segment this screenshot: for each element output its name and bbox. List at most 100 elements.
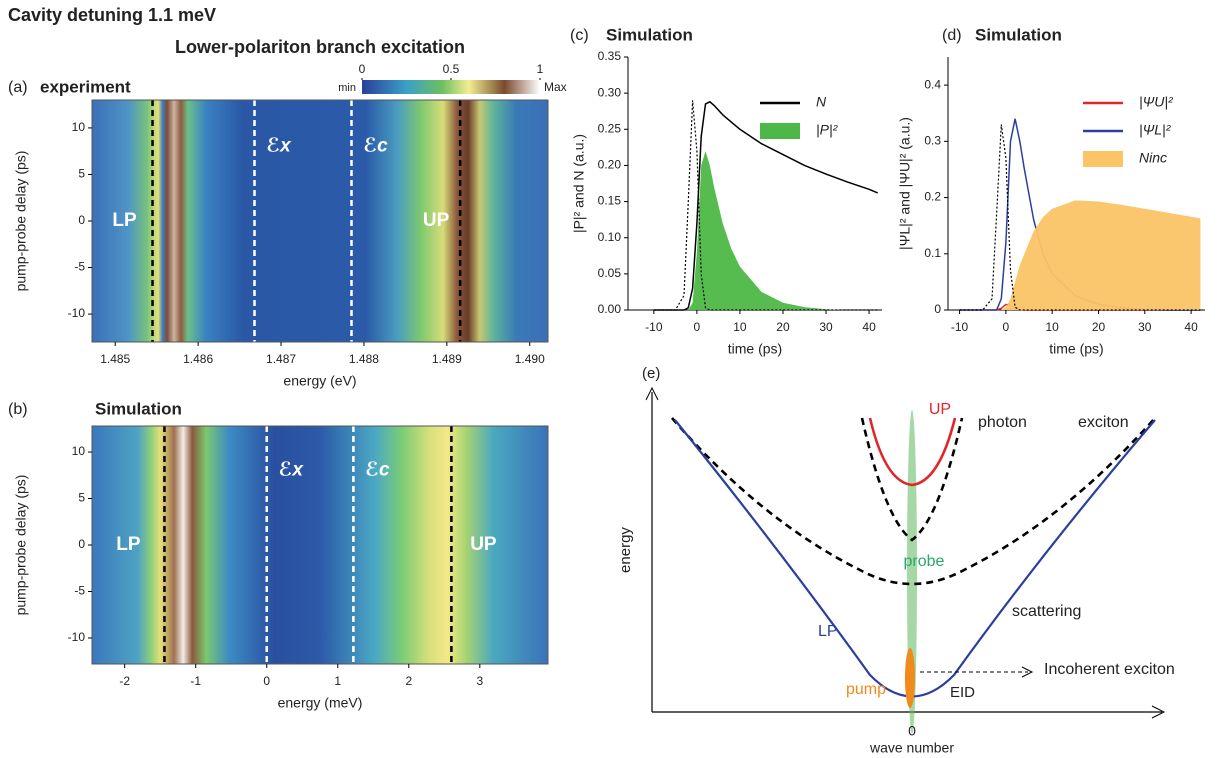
marker-label: LP <box>112 210 137 231</box>
panel-title: Simulation <box>606 25 693 44</box>
y-axis-label: pump-probe delay (ps) <box>13 475 29 616</box>
heatmap-image <box>92 426 548 664</box>
line <box>653 100 878 311</box>
panel-label: (d) <box>942 27 962 44</box>
y-tick-label: 0.1 <box>924 246 941 260</box>
colorbar-min: min <box>338 82 356 94</box>
heatmap-image <box>92 100 548 342</box>
y-tick-label: 0.00 <box>598 302 622 316</box>
panel-label: (b) <box>8 401 28 418</box>
area <box>959 200 1201 310</box>
line <box>959 124 1201 311</box>
x-tick-label: 1.487 <box>266 352 296 366</box>
y-tick-label: 10 <box>72 120 86 134</box>
legend-label: |ΨU|² <box>1139 94 1174 110</box>
marker-label: LP <box>116 534 141 555</box>
x-tick-label: -10 <box>645 320 663 334</box>
y-tick-label: 0.15 <box>598 194 622 208</box>
x-tick-label: 40 <box>1184 320 1198 334</box>
y-tick-label: 0 <box>78 537 85 551</box>
y-axis-label: |ΨL|² and |ΨU|² (a.u.) <box>897 117 913 250</box>
x-tick-label: 1.489 <box>432 352 462 366</box>
legend-label: |P|² <box>816 122 839 138</box>
y-tick-label: 0.4 <box>924 77 941 91</box>
colorbar-tick-label: 0.5 <box>443 62 460 76</box>
x-tick-label: 10 <box>1046 320 1060 334</box>
marker-label: UP <box>470 534 497 555</box>
panel-title: Simulation <box>95 399 182 418</box>
photon-label: photon <box>978 414 1027 431</box>
colorbar-max: Max <box>544 80 567 94</box>
legend-label: Ninc <box>1139 150 1167 166</box>
x-tick-label: 30 <box>819 320 833 334</box>
incoherent-label: Incoherent exciton <box>1044 661 1175 678</box>
exciton-dispersion <box>671 417 1156 586</box>
y-tick-label: 0.30 <box>598 85 622 99</box>
x-tick-label: 1.488 <box>349 352 379 366</box>
arrow-head <box>1021 666 1034 678</box>
x-tick-label: -2 <box>119 674 130 688</box>
y-tick-label: 0.25 <box>598 121 622 135</box>
x-tick-label: 2 <box>405 674 412 688</box>
x-tick-label: 20 <box>776 320 790 334</box>
marker-label: ℰx <box>266 136 292 157</box>
area <box>653 151 878 310</box>
x-tick-label: 1.485 <box>100 352 130 366</box>
diagram: (e) energy wave number 0 UP photon excit… <box>617 365 1175 756</box>
eid-label: EID <box>950 684 975 701</box>
y-axis-label: |P|² and N (a.u.) <box>571 134 587 233</box>
axis-label: wave number <box>869 740 954 756</box>
colorbar-tick-label: 1 <box>537 62 544 76</box>
up-label: UP <box>929 401 951 418</box>
y-tick-label: 5 <box>78 167 85 181</box>
y-tick-label: 0.10 <box>598 230 622 244</box>
x-tick-label: 40 <box>862 320 876 334</box>
x-tick-label: 30 <box>1138 320 1152 334</box>
x-axis-label: time (ps) <box>1049 341 1103 357</box>
marker-label: ℰc <box>365 460 390 481</box>
panel-title: experiment <box>40 77 131 96</box>
axis-label: energy <box>617 527 634 573</box>
y-tick-label: 0.05 <box>598 266 622 280</box>
y-tick-label: 0 <box>78 213 85 227</box>
legend-label: |ΨL|² <box>1139 122 1172 138</box>
x-tick-label: 0 <box>1003 320 1010 334</box>
origin-label: 0 <box>908 723 916 739</box>
x-axis-label: energy (eV) <box>283 373 356 389</box>
legend-swatch <box>760 123 800 139</box>
pump-label: pump <box>846 681 886 698</box>
y-tick-label: 0 <box>934 302 941 316</box>
photon-dispersion <box>860 417 964 542</box>
x-tick-label: 3 <box>476 674 483 688</box>
x-axis-label: time (ps) <box>728 341 782 357</box>
x-tick-label: -1 <box>190 674 201 688</box>
panel-label: (c) <box>570 27 589 44</box>
up-branch <box>868 417 957 487</box>
x-tick-label: 1.490 <box>515 352 545 366</box>
probe-label: probe <box>904 553 945 570</box>
figure-subtitle: Lower-polariton branch excitation <box>175 37 465 57</box>
y-tick-label: 0.35 <box>598 49 622 63</box>
marker-label: ℰx <box>279 460 305 481</box>
y-axis-label: pump-probe delay (ps) <box>13 151 29 292</box>
panel-label: (a) <box>8 79 28 96</box>
colorbar-tick-label: 0 <box>359 62 366 76</box>
y-tick-label: 0.2 <box>924 190 941 204</box>
y-tick-label: 10 <box>72 444 86 458</box>
marker-label: UP <box>423 210 450 231</box>
panel-label: (e) <box>642 365 660 382</box>
y-tick-label: 0.20 <box>598 158 622 172</box>
x-tick-label: 0 <box>263 674 270 688</box>
y-tick-label: -5 <box>74 584 85 598</box>
panel-title: Simulation <box>975 25 1062 44</box>
arrow-head <box>1151 705 1166 719</box>
y-tick-label: 5 <box>78 491 85 505</box>
pump-pulse <box>905 648 915 708</box>
lp-branch <box>674 419 1156 698</box>
y-tick-label: -10 <box>68 630 86 644</box>
legend-label: N <box>816 94 827 110</box>
figure-title: Cavity detuning 1.1 meV <box>8 5 216 25</box>
x-tick-label: 20 <box>1092 320 1106 334</box>
arrow-head <box>645 386 659 401</box>
